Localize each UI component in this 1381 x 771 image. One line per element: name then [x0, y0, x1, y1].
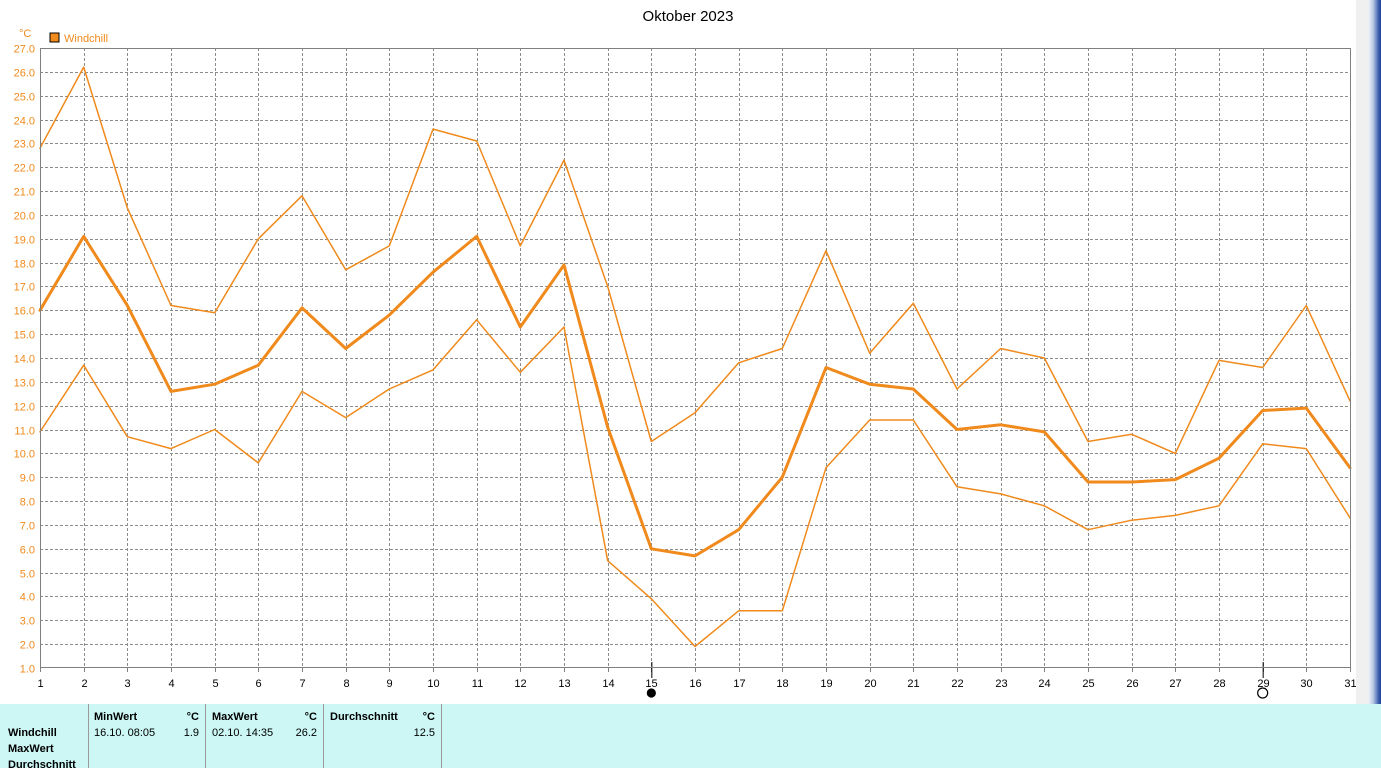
- x-tick-label: 12: [514, 678, 526, 690]
- new-moon-icon: [646, 688, 656, 698]
- y-tick-label: 11.0: [14, 426, 35, 438]
- x-tick-label: 22: [951, 678, 963, 690]
- y-tick-label: 10.0: [14, 449, 35, 461]
- x-tick-label: 30: [1300, 678, 1312, 690]
- minwert-header: MinWert: [94, 711, 138, 723]
- x-tick-label: 14: [602, 678, 614, 690]
- y-tick-label: 15.0: [14, 330, 35, 342]
- y-tick-label: 24.0: [14, 116, 35, 128]
- window-edge: [1356, 0, 1368, 704]
- y-tick-label: 5.0: [20, 569, 35, 581]
- row-label-maxwert: MaxWert: [8, 743, 54, 755]
- series-line-max: [39, 66, 1351, 455]
- y-tick-label: 25.0: [14, 92, 35, 104]
- series-line-avg: [38, 234, 1352, 558]
- x-tick-label: 6: [255, 678, 261, 690]
- x-tick-label: 10: [427, 678, 439, 690]
- x-tick-label: 4: [168, 678, 174, 690]
- x-tick-label: 17: [733, 678, 745, 690]
- x-tick-label: 18: [776, 678, 788, 690]
- y-tick-label: 8.0: [20, 497, 35, 509]
- durchschnitt-column: Durchschnitt °C 12.5: [324, 704, 442, 768]
- x-tick-label: 1: [37, 678, 43, 690]
- minwert-column: MinWert °C 16.10. 08:05 1.9: [88, 704, 206, 768]
- x-tick-label: 9: [386, 678, 392, 690]
- y-tick-label: 13.0: [14, 378, 35, 390]
- x-axis-ticks: 1 2 3 4 5 6 7 8 9 10 11 12 13 14 15 16 17 18 19 20 21 22 23 24 2…: [37, 668, 1357, 690]
- x-tick-label: 15: [645, 678, 657, 690]
- y-tick-label: 9.0: [20, 473, 35, 485]
- y-tick-label: 23.0: [14, 139, 35, 151]
- row-label-windchill: Windchill: [8, 727, 57, 739]
- chart: Oktober 2023 °C Windchill 1.0 2.0 3.0 4.0 5.…: [14, 8, 1357, 699]
- y-tick-label: 7.0: [20, 521, 35, 533]
- x-tick-label: 5: [212, 678, 218, 690]
- series-lines: [38, 66, 1352, 648]
- minwert-time: 16.10. 08:05: [94, 727, 156, 739]
- x-tick-label: 7: [299, 678, 305, 690]
- x-tick-label: 29: [1257, 678, 1269, 690]
- desktop-background-strip: [1368, 0, 1381, 704]
- y-tick-label: 27.0: [14, 44, 35, 56]
- series-line-min: [39, 319, 1351, 648]
- x-tick-label: 19: [820, 678, 832, 690]
- y-axis-ticks: 1.0 2.0 3.0 4.0 5.0 6.0 7.0 8.0 9.0 10.0 11.0 12.0 1…: [14, 44, 35, 676]
- x-tick-label: 11: [472, 678, 483, 690]
- y-tick-label: 14.0: [14, 354, 35, 366]
- y-axis-unit: °C: [19, 28, 31, 40]
- x-tick-label: 3: [124, 678, 130, 690]
- x-tick-label: 26: [1126, 678, 1138, 690]
- x-tick-label: 2: [81, 678, 87, 690]
- y-tick-label: 1.0: [20, 664, 35, 676]
- y-tick-label: 18.0: [14, 259, 35, 271]
- maxwert-unit: °C: [304, 711, 317, 723]
- minwert-value: 1.9: [183, 727, 199, 739]
- minwert-unit: °C: [186, 711, 199, 723]
- legend-label: Windchill: [64, 33, 108, 45]
- x-tick-label: 20: [864, 678, 876, 690]
- x-tick-label: 24: [1038, 678, 1050, 690]
- x-tick-label: 25: [1082, 678, 1094, 690]
- y-tick-label: 6.0: [20, 545, 35, 557]
- row-label-durchschnitt: Durchschnitt: [8, 759, 76, 771]
- legend-swatch: [49, 32, 60, 43]
- summary-table: Windchill MaxWert Durchschnitt MinWert °…: [0, 704, 1381, 771]
- x-tick-label: 31: [1344, 678, 1356, 690]
- y-tick-label: 17.0: [14, 282, 35, 294]
- x-tick-label: 27: [1169, 678, 1181, 690]
- chart-title: Oktober 2023: [643, 8, 734, 25]
- y-tick-label: 4.0: [20, 592, 35, 604]
- y-tick-label: 19.0: [14, 235, 35, 247]
- x-tick-label: 28: [1213, 678, 1225, 690]
- row-label-column: Windchill MaxWert Durchschnitt: [0, 704, 89, 771]
- maxwert-time: 02.10. 14:35: [212, 727, 274, 739]
- y-tick-label: 3.0: [20, 616, 35, 628]
- x-tick-label: 8: [343, 678, 349, 690]
- y-tick-label: 26.0: [14, 68, 35, 80]
- durchschnitt-header: Durchschnitt: [330, 711, 398, 723]
- y-tick-label: 2.0: [20, 640, 35, 652]
- maxwert-header: MaxWert: [212, 711, 258, 723]
- grid: [40, 48, 1350, 668]
- full-moon-icon: [1257, 687, 1269, 699]
- durchschnitt-value: 12.5: [413, 727, 435, 739]
- y-tick-label: 21.0: [14, 187, 35, 199]
- moon-markers: [646, 662, 1269, 699]
- x-tick-label: 23: [995, 678, 1007, 690]
- x-tick-label: 21: [907, 678, 919, 690]
- x-tick-label: 16: [689, 678, 701, 690]
- maxwert-value: 26.2: [295, 727, 317, 739]
- y-tick-label: 20.0: [14, 211, 35, 223]
- x-tick-label: 13: [558, 678, 570, 690]
- durchschnitt-unit: °C: [422, 711, 435, 723]
- plot-frame: [40, 48, 1351, 668]
- y-tick-label: 16.0: [14, 306, 35, 318]
- y-tick-label: 22.0: [14, 163, 35, 175]
- maxwert-column: MaxWert °C 02.10. 14:35 26.2: [206, 704, 324, 768]
- y-tick-label: 12.0: [14, 402, 35, 414]
